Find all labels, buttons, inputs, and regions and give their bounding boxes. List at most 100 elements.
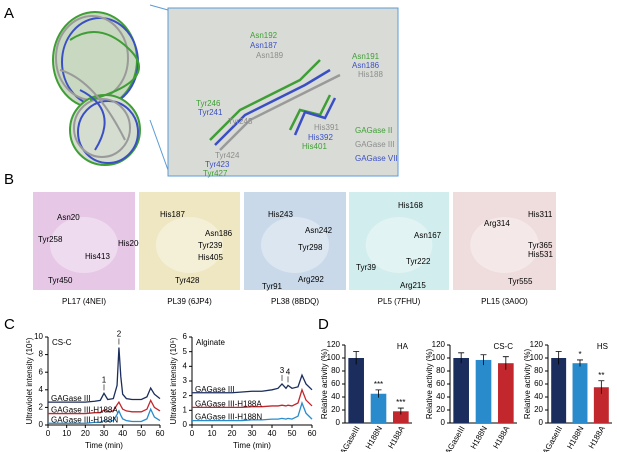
residue-label: Tyr39 <box>356 263 377 272</box>
residue-label: Tyr298 <box>298 243 323 252</box>
panel-caption: PL38 (8BDQ) <box>271 297 319 306</box>
zoom-line <box>149 119 169 171</box>
x-tick-label: 50 <box>288 429 297 438</box>
x-tick-label: 10 <box>208 429 217 438</box>
series-label: GAGase III-H188A <box>195 400 262 409</box>
y-tick-label: 5 <box>183 347 188 356</box>
trace <box>48 398 161 415</box>
x-tick-label: GAGaseIII <box>335 425 361 452</box>
significance: *** <box>396 398 405 407</box>
residue-label: His391 <box>314 123 339 132</box>
x-tick-label: 60 <box>308 429 317 438</box>
y-tick-label: 8 <box>39 350 44 359</box>
y-tick-label: 60 <box>534 379 543 388</box>
residue-label: Tyr246 <box>196 99 221 108</box>
residue-label: Tyr222 <box>406 257 431 266</box>
significance: * <box>578 350 581 359</box>
bar <box>475 359 492 423</box>
residue-label: Tyr424 <box>215 151 240 160</box>
y-tick-label: 6 <box>183 332 188 341</box>
y-tick-label: 2 <box>183 391 188 400</box>
y-tick-label: 20 <box>436 405 445 414</box>
chart-title: CS-C <box>493 342 513 351</box>
residue-label: Tyr258 <box>38 235 63 244</box>
error-bar <box>458 352 465 364</box>
x-tick-label: 30 <box>100 429 109 438</box>
y-tick-label: 2 <box>39 403 44 412</box>
residue-label: His243 <box>268 210 293 219</box>
y-tick-label: 40 <box>331 392 340 401</box>
chart-title: CS-C <box>52 338 72 347</box>
bar <box>393 411 409 423</box>
panel-label: B <box>4 171 14 188</box>
y-tick-label: 100 <box>327 353 341 362</box>
y-tick-label: 1 <box>183 405 188 414</box>
y-axis-label: Ultraviolet intensity (10⁵) <box>169 337 178 424</box>
bar <box>572 363 588 423</box>
error-bar <box>577 359 583 367</box>
residue-label: Tyr239 <box>198 241 223 250</box>
active-site-sticks <box>209 59 341 151</box>
series-label: GAGase III-H188A <box>51 406 118 415</box>
y-tick-label: 120 <box>327 340 341 349</box>
y-tick-label: 6 <box>39 367 44 376</box>
residue-label: Asn167 <box>414 231 442 240</box>
residue-label: Tyr450 <box>48 276 73 285</box>
residue-label: His187 <box>160 210 185 219</box>
panel-caption: PL15 (3A0O) <box>481 297 528 306</box>
x-tick-label: 60 <box>156 429 165 438</box>
x-tick-label: 40 <box>268 429 277 438</box>
bar <box>593 387 609 423</box>
bar <box>551 358 567 423</box>
residue-label: Tyr243 <box>228 117 253 126</box>
x-tick-label: 20 <box>81 429 90 438</box>
panel-caption: PL39 (6JP4) <box>167 297 212 306</box>
residue-label: Tyr428 <box>175 276 200 285</box>
trace <box>192 373 313 394</box>
error-bar <box>555 351 562 365</box>
x-tick-label: 10 <box>62 429 71 438</box>
panel-label: D <box>318 316 329 333</box>
residue-label: Tyr241 <box>198 108 223 117</box>
series-label: GAGase III <box>51 394 91 403</box>
y-tick-label: 10 <box>34 332 43 341</box>
surface-blob <box>470 217 539 273</box>
error-bar <box>598 380 605 394</box>
bar <box>370 393 387 423</box>
structure-panel <box>244 192 346 290</box>
residue-label: His413 <box>85 252 110 261</box>
error-bar <box>397 407 404 415</box>
series-label: GAGase III-H188N <box>195 413 262 422</box>
bar <box>348 358 364 423</box>
y-tick-label: 0 <box>539 418 544 427</box>
y-tick-label: 0 <box>441 418 446 427</box>
y-tick-label: 80 <box>331 366 340 375</box>
surface-blob <box>50 217 118 273</box>
residue-label: Asn242 <box>305 226 333 235</box>
trace <box>48 347 161 403</box>
structure-panel <box>349 192 449 290</box>
y-tick-label: 0 <box>39 420 44 429</box>
residue-label: Arg215 <box>400 281 426 290</box>
y-tick-label: 0 <box>336 418 341 427</box>
y-axis-label: Relative activity (%) <box>523 349 532 420</box>
y-tick-label: 4 <box>183 361 188 370</box>
panel-label: C <box>4 316 15 333</box>
y-tick-label: 60 <box>331 379 340 388</box>
x-tick-label: 20 <box>228 429 237 438</box>
legend-label: GAGase II <box>355 126 392 135</box>
trace <box>192 401 313 422</box>
chart-title: HS <box>597 342 608 351</box>
x-tick-label: 40 <box>118 429 127 438</box>
panel-caption: PL17 (4NEI) <box>62 297 106 306</box>
residue-label: Asn186 <box>352 61 380 70</box>
residue-label: Tyr423 <box>205 160 230 169</box>
residue-label: Tyr365 <box>528 241 553 250</box>
residue-label: Tyr91 <box>262 282 283 291</box>
residue-label: Asn191 <box>352 52 380 61</box>
peak-label: 1 <box>102 375 107 384</box>
chart-title: Alginate <box>196 338 225 347</box>
legend-label: GAGase III <box>355 140 395 149</box>
residue-label: Asn192 <box>250 31 278 40</box>
